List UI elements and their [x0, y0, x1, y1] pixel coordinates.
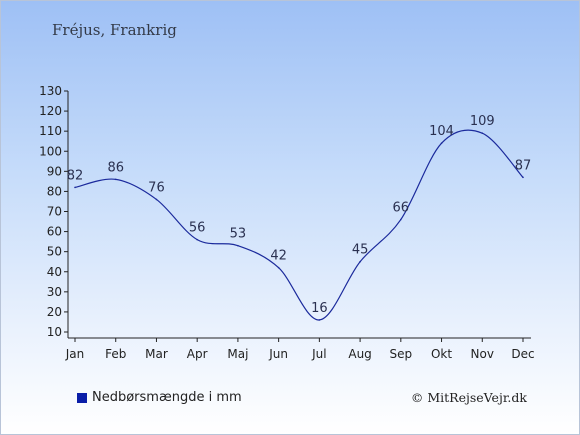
- y-tick-label: 90: [47, 164, 62, 178]
- data-point: [318, 319, 321, 321]
- x-tick-label: Jul: [311, 347, 326, 361]
- data-point: [114, 178, 117, 181]
- y-tick-label: 110: [39, 124, 62, 138]
- x-tick-label: Sep: [390, 347, 413, 361]
- data-point: [74, 186, 76, 189]
- legend-label: Nedbørsmængde i mm: [92, 390, 242, 405]
- credit-text: © MitRejseVejr.dk: [410, 390, 527, 405]
- data-label: 66: [393, 201, 410, 216]
- y-tick-label: 80: [47, 184, 62, 198]
- x-tick-label: Aug: [348, 347, 371, 361]
- legend-swatch: [77, 392, 87, 403]
- data-label: 76: [148, 180, 165, 195]
- y-tick-label: 100: [39, 144, 62, 158]
- x-tick-label: Maj: [227, 347, 248, 361]
- x-tick-label: Jun: [268, 347, 288, 361]
- x-tick-label: Mar: [145, 347, 168, 361]
- data-label: 45: [352, 243, 369, 258]
- x-tick-label: Okt: [431, 347, 452, 361]
- data-point: [522, 176, 524, 179]
- data-point: [440, 142, 443, 145]
- x-tick-label: Jan: [65, 347, 85, 361]
- y-tick-label: 60: [47, 225, 62, 239]
- data-label: 16: [311, 301, 328, 316]
- series-line: [74, 129, 524, 321]
- data-point: [359, 260, 361, 263]
- data-label: 56: [189, 221, 206, 236]
- data-label: 87: [515, 158, 532, 173]
- chart-title: Fréjus, Frankrig: [52, 21, 177, 39]
- y-tick-label: 20: [47, 305, 62, 319]
- y-tick-label: 10: [47, 325, 62, 339]
- data-point: [277, 266, 280, 269]
- data-label: 86: [107, 160, 124, 175]
- data-point: [481, 132, 484, 134]
- x-tick-label: Feb: [105, 347, 126, 361]
- data-label: 53: [230, 227, 247, 242]
- x-tick-label: Apr: [187, 347, 208, 361]
- data-label: 82: [67, 168, 84, 183]
- x-tick-label: Dec: [511, 347, 534, 361]
- data-label: 104: [429, 124, 454, 139]
- y-tick-label: 70: [47, 205, 62, 219]
- data-point: [196, 238, 198, 241]
- y-tick-label: 30: [47, 285, 62, 299]
- y-tick-label: 130: [39, 84, 62, 98]
- y-tick-label: 120: [39, 104, 62, 118]
- data-point: [400, 218, 402, 221]
- data-point: [155, 198, 158, 201]
- data-label: 42: [270, 249, 287, 264]
- data-point: [237, 244, 239, 247]
- x-tick-label: Nov: [471, 347, 494, 361]
- data-label: 109: [470, 114, 495, 129]
- legend: Nedbørsmængde i mm: [77, 390, 242, 405]
- y-tick-label: 50: [47, 245, 62, 259]
- y-tick-label: 40: [47, 265, 62, 279]
